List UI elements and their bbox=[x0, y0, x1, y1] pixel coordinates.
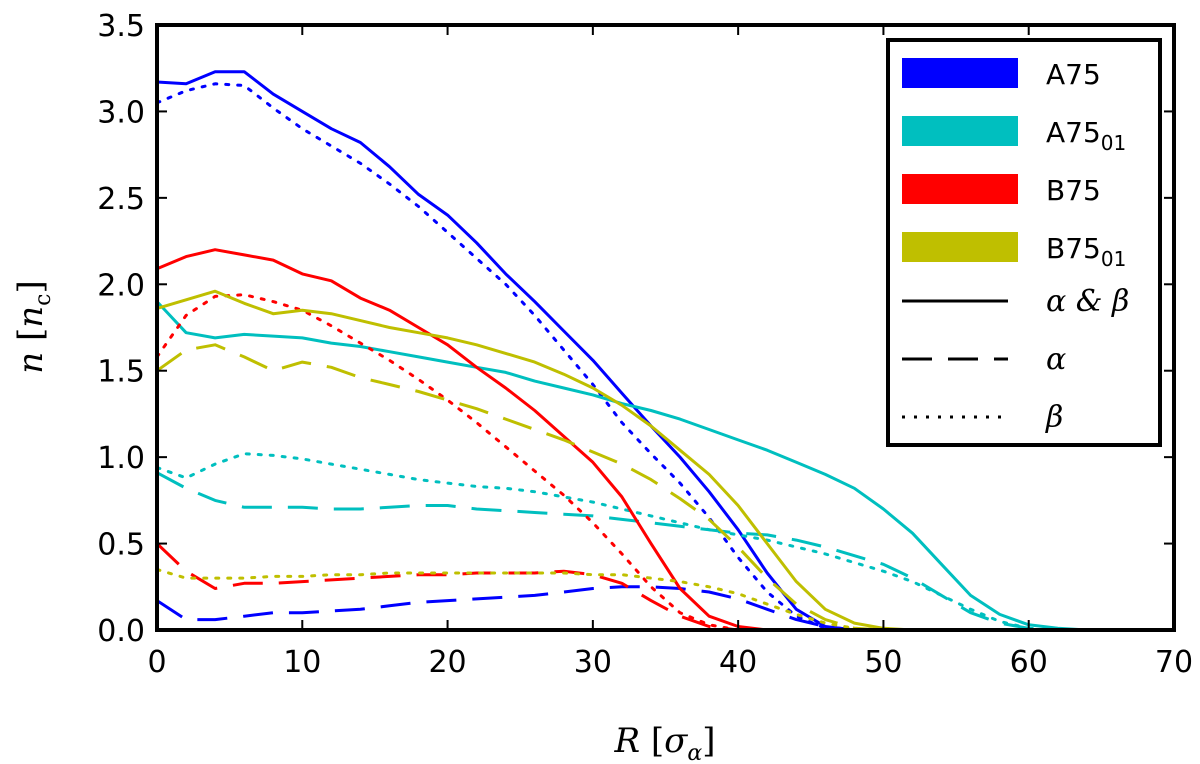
svg-text:n [nc]: n [nc] bbox=[11, 280, 56, 373]
x-tick-label: 50 bbox=[864, 645, 902, 680]
x-tick-label: 30 bbox=[574, 645, 612, 680]
y-tick-label: 2.0 bbox=[97, 268, 145, 303]
legend-label: B75 bbox=[1046, 174, 1101, 207]
y-axis-label: n [nc] bbox=[11, 280, 56, 373]
x-axis-label: R [σα] bbox=[613, 721, 715, 764]
x-tick-label: 10 bbox=[283, 645, 321, 680]
series-line-0 bbox=[157, 72, 854, 630]
y-tick-label: 2.5 bbox=[97, 182, 145, 217]
y-tick-label: 0.0 bbox=[97, 614, 145, 649]
legend-swatch bbox=[902, 58, 1018, 88]
y-tick-label: 1.0 bbox=[97, 441, 145, 476]
series-line-4 bbox=[157, 473, 1058, 630]
legend-swatch bbox=[902, 174, 1018, 204]
series-line-1 bbox=[157, 587, 854, 630]
y-tick-label: 3.0 bbox=[97, 95, 145, 130]
series-line-10 bbox=[157, 345, 883, 630]
x-tick-label: 60 bbox=[1010, 645, 1048, 680]
legend-style-label: β bbox=[1045, 400, 1063, 435]
y-tick-label: 3.5 bbox=[97, 9, 145, 44]
legend-swatch bbox=[902, 232, 1018, 262]
series-line-11 bbox=[157, 570, 883, 631]
x-tick-label: 70 bbox=[1155, 645, 1193, 680]
legend-style-label: α bbox=[1046, 342, 1066, 377]
x-tick-label: 40 bbox=[719, 645, 757, 680]
legend-swatch bbox=[902, 116, 1018, 146]
y-tick-label: 1.5 bbox=[97, 355, 145, 390]
series-line-5 bbox=[157, 454, 1029, 629]
line-chart: 0 10 20 30 40 50 60 700.00.51.01.52.02.53.03.5 … bbox=[0, 0, 1200, 764]
legend-label: A75 bbox=[1046, 58, 1101, 91]
x-tick-label: 0 bbox=[147, 645, 166, 680]
svg-text:R [σα]: R [σα] bbox=[613, 721, 715, 764]
x-tick-label: 20 bbox=[428, 645, 466, 680]
y-tick-label: 0.5 bbox=[97, 528, 145, 563]
series-line-9 bbox=[157, 291, 913, 630]
legend-style-label: α & β bbox=[1046, 284, 1129, 319]
